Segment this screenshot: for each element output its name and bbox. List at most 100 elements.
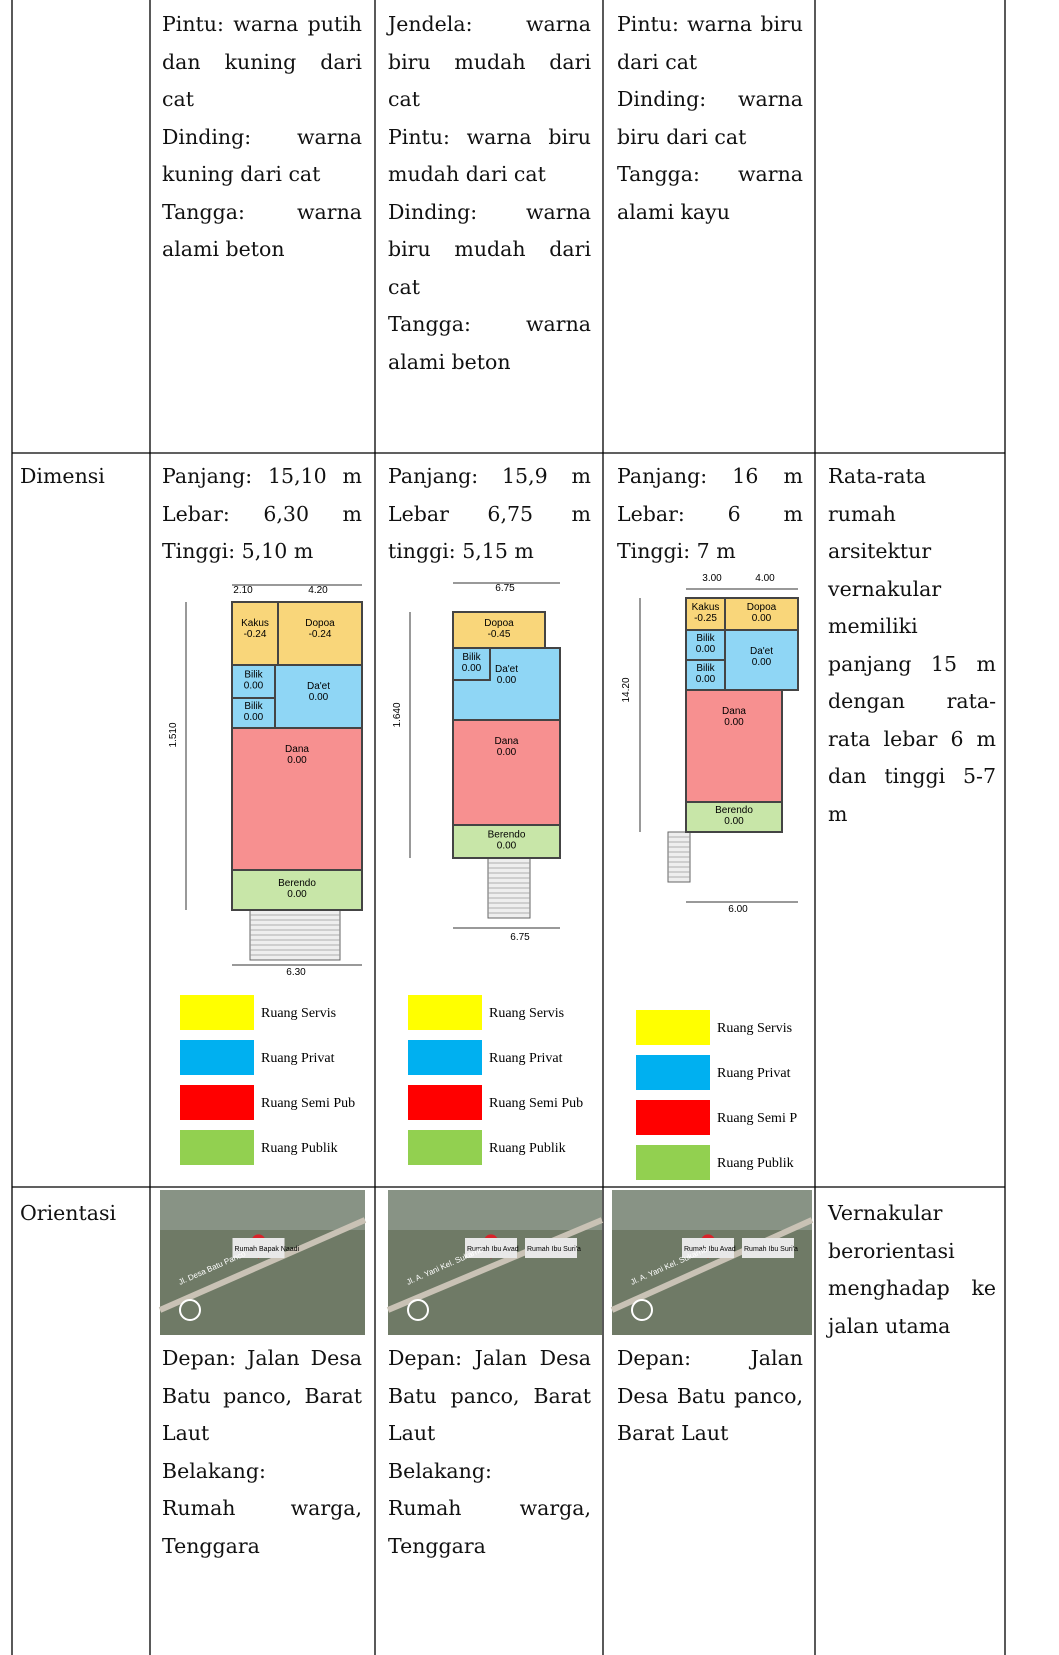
room-level: 0.00 [287, 889, 307, 900]
room-name: Dopoa [747, 602, 777, 613]
aerial-tone [160, 1190, 365, 1230]
room-name: Kakus [692, 602, 720, 613]
paragraph: Dinding: warna biru mudah dari cat [388, 199, 591, 299]
paragraph: Pintu: warna biru mudah dari cat [388, 124, 591, 187]
paragraph: Depan: Jalan Desa Batu panco, Barat Laut [162, 1346, 362, 1445]
room-level: 0.00 [724, 816, 744, 827]
room [231, 601, 279, 666]
row-label: Orientasi [20, 1201, 117, 1225]
legend-swatch [408, 1085, 482, 1120]
legend-label: Ruang Publik [261, 1141, 338, 1156]
room-level: 0.00 [497, 841, 517, 852]
cell-text: Depan: Jalan Desa Batu panco, Barat Laut… [162, 1340, 362, 1565]
room [452, 611, 546, 649]
room [274, 664, 363, 729]
legend-label: Ruang Privat [261, 1051, 335, 1066]
compass [407, 1299, 429, 1321]
legend-swatch [408, 995, 482, 1030]
row-label: Dimensi [20, 464, 105, 488]
room [685, 659, 726, 691]
legend-swatch [636, 1145, 710, 1180]
room-name: Da'et [750, 646, 773, 657]
dimension-label: 1.640 [392, 702, 403, 727]
paragraph: Belakang: [162, 1458, 266, 1483]
room [231, 869, 363, 911]
paragraph: Pintu: warna biru dari cat [617, 12, 803, 74]
room-level: 0.00 [497, 747, 517, 758]
paragraph: Dinding: warna biru dari cat [617, 87, 803, 149]
room-level: 0.00 [309, 692, 329, 703]
paragraph: Tangga: warna alami kayu [617, 162, 803, 224]
cell-text: Depan: Jalan Desa Batu panco, Barat Laut [617, 1340, 803, 1453]
map-label-box [682, 1238, 734, 1258]
room-name: Kakus [241, 618, 269, 629]
legend-label: Ruang Privat [717, 1066, 791, 1081]
legend-swatch [636, 1100, 710, 1135]
legend-swatch [180, 1130, 254, 1165]
legend-swatch [636, 1055, 710, 1090]
map-label: Rumah Ibu Avad [684, 1246, 736, 1253]
map-label: Rumah Ibu Suri'a [527, 1246, 581, 1253]
legend-label: Ruang Publik [489, 1141, 566, 1156]
room-name: Dana [495, 736, 519, 747]
room [724, 629, 799, 691]
room-name: Berendo [278, 878, 316, 889]
legend-swatch [180, 1040, 254, 1075]
room-name: Dopoa [484, 618, 514, 629]
room-name: Bilik [462, 652, 481, 663]
dimension-label: 6.75 [495, 583, 515, 594]
paragraph: Rata-rata rumah arsitektur vernakular me… [828, 464, 996, 826]
legend-label: Ruang Privat [489, 1051, 563, 1066]
paragraph: Rumah warga, Tenggara [388, 1496, 591, 1558]
room-name: Da'et [307, 681, 330, 692]
room-name: Berendo [488, 830, 526, 841]
paragraph: Panjang: 15,10 m Lebar: 6,30 m Tinggi: 5… [162, 464, 362, 563]
room-name: Bilik [696, 633, 715, 644]
cell-text: Pintu: warna putih dan kuning dari cat Di… [162, 6, 362, 269]
legend-label: Ruang Publik [717, 1156, 794, 1171]
room [685, 801, 783, 833]
dimension-label: 3.00 [702, 573, 722, 584]
cell-text: Panjang: 15,10 m Lebar: 6,30 m Tinggi: 5… [162, 458, 362, 571]
dimension-label: 1.510 [168, 722, 179, 747]
map-label: Rumah Bapak Naadi [235, 1246, 300, 1253]
dimension-label: 6.75 [510, 932, 530, 943]
legend-label: Ruang Semi Pub [489, 1096, 583, 1111]
road [158, 1217, 367, 1313]
dimension-label: 6.00 [728, 904, 748, 915]
room-level: 0.00 [244, 712, 264, 723]
room-level: 0.00 [724, 717, 744, 728]
dimension-label: 6.30 [286, 967, 306, 978]
room-level: 0.00 [287, 755, 307, 766]
room-level: -0.24 [244, 629, 267, 640]
road [386, 1217, 604, 1313]
room-level: 0.00 [752, 613, 772, 624]
room [231, 664, 276, 699]
cell-text: Jendela: warna biru mudah dari cat Pintu:… [388, 6, 591, 381]
paragraph: Depan: Jalan Desa Batu panco, Barat Laut [388, 1346, 591, 1445]
dimension-label: 4.00 [755, 573, 775, 584]
dimension-label: 4.20 [308, 585, 328, 596]
cell-text: Panjang: 16 m Lebar: 6 m Tinggi: 7 m [617, 458, 803, 571]
room [231, 727, 363, 871]
legend-swatch [180, 1085, 254, 1120]
paragraph: Belakang: [388, 1458, 492, 1483]
room-level: 0.00 [752, 657, 772, 668]
map-label-box [742, 1238, 794, 1258]
legend-label: Ruang Servis [717, 1021, 792, 1036]
paragraph: Rumah warga, Tenggara [162, 1496, 362, 1558]
legend-swatch [180, 995, 254, 1030]
paragraph: Vernakular berorientasi menghadap ke jal… [828, 1201, 996, 1338]
map-label: Rumah Ibu Suri'a [744, 1246, 798, 1253]
cell-text: Pintu: warna biru dari cat Dinding: warna… [617, 6, 803, 231]
legend-label: Ruang Servis [489, 1006, 564, 1021]
paragraph: Pintu: warna putih dan kuning dari cat [162, 12, 362, 111]
aerial-tone [612, 1190, 812, 1230]
cell-text: Vernakular berorientasi menghadap ke jal… [828, 1195, 996, 1345]
legend-label: Ruang Semi P [717, 1111, 797, 1126]
room [231, 697, 276, 729]
legend-swatch [408, 1040, 482, 1075]
legend-label: Ruang Semi Pub [261, 1096, 355, 1111]
room [724, 597, 799, 631]
